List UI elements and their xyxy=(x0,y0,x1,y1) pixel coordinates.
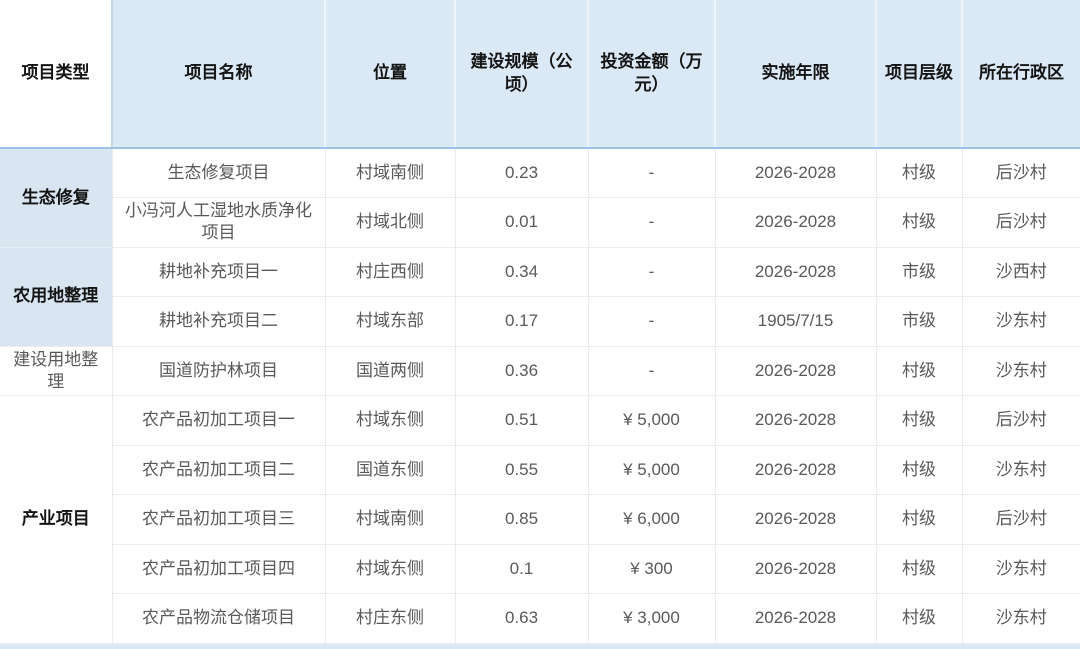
location-cell: 村域南侧 xyxy=(324,494,456,545)
location-cell: 村庄东侧 xyxy=(324,593,456,644)
investment-cell: ¥ 300 xyxy=(587,543,716,594)
years-cell: 2026-2028 xyxy=(714,543,877,594)
district-cell: 沙东村 xyxy=(961,345,1080,396)
table-bottom-strip xyxy=(0,643,1080,649)
district-cell: 沙东村 xyxy=(961,296,1080,347)
district-cell: 后沙村 xyxy=(961,395,1080,446)
level-cell: 村级 xyxy=(875,593,963,644)
project-name-cell: 农产品初加工项目四 xyxy=(111,543,326,594)
years-cell: 2026-2028 xyxy=(714,345,877,396)
district-cell: 沙东村 xyxy=(961,593,1080,644)
location-cell: 村域北侧 xyxy=(324,197,456,248)
project-type-group-cell: 生态修复 xyxy=(0,147,113,248)
level-cell: 村级 xyxy=(875,345,963,396)
investment-cell: ¥ 5,000 xyxy=(587,444,716,495)
years-cell: 2026-2028 xyxy=(714,593,877,644)
district-cell: 后沙村 xyxy=(961,197,1080,248)
level-cell: 市级 xyxy=(875,296,963,347)
investment-cell: ¥ 3,000 xyxy=(587,593,716,644)
project-name-cell: 耕地补充项目一 xyxy=(111,246,326,297)
scale-cell: 0.01 xyxy=(454,197,589,248)
header-location: 位置 xyxy=(324,0,455,149)
district-cell: 后沙村 xyxy=(961,147,1080,198)
header-project-name: 项目名称 xyxy=(111,0,325,149)
table-row: 小冯河人工湿地水质净化项目 村域北侧 0.01 - 2026-2028 村级 后… xyxy=(0,197,1080,248)
years-cell: 2026-2028 xyxy=(714,197,877,248)
scale-cell: 0.36 xyxy=(454,345,589,396)
project-name-cell: 农产品初加工项目三 xyxy=(111,494,326,545)
investment-cell: - xyxy=(587,246,716,297)
years-cell: 2026-2028 xyxy=(714,147,877,198)
scale-cell: 0.85 xyxy=(454,494,589,545)
district-cell: 沙西村 xyxy=(961,246,1080,297)
scale-cell: 0.23 xyxy=(454,147,589,198)
header-years: 实施年限 xyxy=(714,0,876,149)
table-row: 农产品初加工项目三 村域南侧 0.85 ¥ 6,000 2026-2028 村级… xyxy=(0,494,1080,545)
years-cell: 2026-2028 xyxy=(714,444,877,495)
level-cell: 村级 xyxy=(875,543,963,594)
scale-cell: 0.17 xyxy=(454,296,589,347)
table-row: 建设用地整理 国道防护林项目 国道两侧 0.36 - 2026-2028 村级 … xyxy=(0,345,1080,396)
header-investment: 投资金额（万元） xyxy=(587,0,715,149)
investment-cell: - xyxy=(587,296,716,347)
header-district: 所在行政区 xyxy=(961,0,1080,149)
location-cell: 村域东侧 xyxy=(324,543,456,594)
location-cell: 村域南侧 xyxy=(324,147,456,198)
table-row: 耕地补充项目二 村域东部 0.17 - 1905/7/15 市级 沙东村 xyxy=(0,296,1080,347)
project-type-group-cell: 农用地整理 xyxy=(0,246,113,347)
table-row: 农用地整理 耕地补充项目一 村庄西侧 0.34 - 2026-2028 市级 沙… xyxy=(0,246,1080,347)
table-row: 农产品初加工项目四 村域东侧 0.1 ¥ 300 2026-2028 村级 沙东… xyxy=(0,543,1080,594)
table-row: 生态修复 生态修复项目 村域南侧 0.23 - 2026-2028 村级 后沙村 xyxy=(0,147,1080,248)
header-level: 项目层级 xyxy=(875,0,962,149)
scale-cell: 0.63 xyxy=(454,593,589,644)
years-cell: 2026-2028 xyxy=(714,246,877,297)
investment-cell: - xyxy=(587,147,716,198)
years-cell: 2026-2028 xyxy=(714,395,877,446)
investment-cell: ¥ 5,000 xyxy=(587,395,716,446)
project-name-cell: 生态修复项目 xyxy=(111,147,326,198)
investment-cell: - xyxy=(587,197,716,248)
scale-cell: 0.51 xyxy=(454,395,589,446)
project-name-cell: 国道防护林项目 xyxy=(111,345,326,396)
project-type-group-cell: 产业项目 xyxy=(0,395,113,644)
scale-cell: 0.34 xyxy=(454,246,589,297)
header-project-type: 项目类型 xyxy=(0,0,112,149)
level-cell: 村级 xyxy=(875,444,963,495)
table-row: 农产品初加工项目二 国道东侧 0.55 ¥ 5,000 2026-2028 村级… xyxy=(0,444,1080,495)
district-cell: 沙东村 xyxy=(961,543,1080,594)
scale-cell: 0.1 xyxy=(454,543,589,594)
project-type-group-cell: 建设用地整理 xyxy=(0,345,113,396)
table-row: 产业项目 农产品初加工项目一 村域东侧 0.51 ¥ 5,000 2026-20… xyxy=(0,395,1080,644)
project-name-cell: 农产品物流仓储项目 xyxy=(111,593,326,644)
level-cell: 村级 xyxy=(875,197,963,248)
district-cell: 沙东村 xyxy=(961,444,1080,495)
project-name-cell: 农产品初加工项目二 xyxy=(111,444,326,495)
header-scale: 建设规模（公顷） xyxy=(454,0,588,149)
table-row: 农产品物流仓储项目 村庄东侧 0.63 ¥ 3,000 2026-2028 村级… xyxy=(0,593,1080,644)
level-cell: 村级 xyxy=(875,147,963,198)
level-cell: 市级 xyxy=(875,246,963,297)
district-cell: 后沙村 xyxy=(961,494,1080,545)
location-cell: 村庄西侧 xyxy=(324,246,456,297)
location-cell: 国道两侧 xyxy=(324,345,456,396)
scale-cell: 0.55 xyxy=(454,444,589,495)
location-cell: 村域东侧 xyxy=(324,395,456,446)
location-cell: 国道东侧 xyxy=(324,444,456,495)
investment-cell: - xyxy=(587,345,716,396)
project-name-cell: 小冯河人工湿地水质净化项目 xyxy=(111,197,326,248)
project-name-cell: 耕地补充项目二 xyxy=(111,296,326,347)
years-cell: 2026-2028 xyxy=(714,494,877,545)
years-cell: 1905/7/15 xyxy=(714,296,877,347)
level-cell: 村级 xyxy=(875,395,963,446)
investment-cell: ¥ 6,000 xyxy=(587,494,716,545)
location-cell: 村域东部 xyxy=(324,296,456,347)
header-row: 项目类型 项目名称 位置 建设规模（公顷） 投资金额（万元） 实施年限 项目层级… xyxy=(0,0,1080,149)
level-cell: 村级 xyxy=(875,494,963,545)
project-name-cell: 农产品初加工项目一 xyxy=(111,395,326,446)
